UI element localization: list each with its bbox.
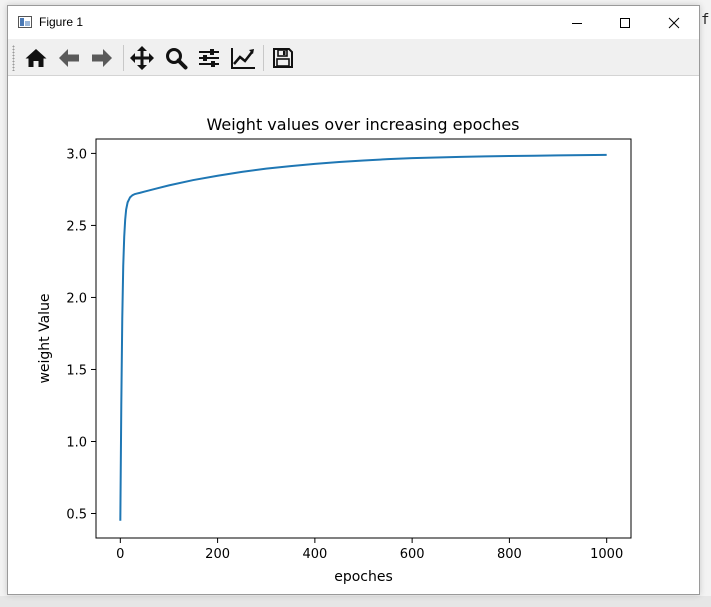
minimize-button[interactable] <box>554 6 600 39</box>
chart-title: Weight values over increasing epoches <box>206 115 519 134</box>
navigation-toolbar <box>8 39 699 76</box>
subplot-config-button[interactable] <box>195 44 223 72</box>
figure-app-icon <box>18 16 32 28</box>
y-tick-label: 1.0 <box>66 435 87 450</box>
home-icon <box>25 49 47 67</box>
home-button[interactable] <box>22 44 50 72</box>
figure-canvas[interactable]: Weight values over increasing epoches 0 2… <box>8 76 699 594</box>
x-tick-label: 0 <box>116 547 124 562</box>
x-tick-label: 800 <box>497 547 522 562</box>
series-line <box>119 153 607 521</box>
x-tick-label: 400 <box>302 547 327 562</box>
back-arrow-icon <box>59 49 79 67</box>
background-strip <box>0 596 711 607</box>
zoom-button[interactable] <box>162 44 190 72</box>
toolbar-grip[interactable] <box>12 45 15 71</box>
figure-window: Figure 1 <box>7 5 700 595</box>
y-tick-label: 0.5 <box>66 508 87 523</box>
window-title: Figure 1 <box>39 15 84 29</box>
axes-frame <box>95 138 632 539</box>
pan-move-icon <box>130 46 154 70</box>
y-axis-label: weight Value <box>37 293 53 383</box>
subplot-config-icon <box>199 49 219 67</box>
background-editor-text: f <box>701 12 710 28</box>
x-tick-label: 1000 <box>590 547 623 562</box>
forward-button[interactable] <box>88 44 116 72</box>
pan-button[interactable] <box>128 44 156 72</box>
x-axis-label: epoches <box>334 569 393 585</box>
zoom-magnifier-icon <box>166 48 188 70</box>
save-button[interactable] <box>269 44 297 72</box>
y-tick-label: 2.0 <box>66 291 87 306</box>
x-tick-label: 600 <box>400 547 425 562</box>
forward-arrow-icon <box>92 49 112 67</box>
y-tick-label: 2.5 <box>66 219 87 234</box>
toolbar-separator <box>123 45 124 71</box>
axis-ticks: 0 200 400 600 800 1000 0.5 1.0 1.5 2.0 2.5 3.0 <box>66 147 623 562</box>
edit-axes-button[interactable] <box>229 44 257 72</box>
plot-svg: Weight values over increasing epoches 0 2… <box>37 115 632 585</box>
back-button[interactable] <box>55 44 83 72</box>
x-tick-label: 200 <box>205 547 230 562</box>
y-tick-label: 3.0 <box>66 147 87 162</box>
save-disk-icon <box>273 48 293 68</box>
close-icon <box>668 17 680 28</box>
maximize-icon <box>620 17 630 28</box>
toolbar-separator <box>263 45 264 71</box>
edit-axes-icon <box>231 48 255 69</box>
title-bar[interactable]: Figure 1 <box>8 6 699 39</box>
minimize-icon <box>572 22 582 24</box>
y-tick-label: 1.5 <box>66 363 87 378</box>
maximize-button[interactable] <box>602 6 648 39</box>
close-button[interactable] <box>651 6 697 39</box>
